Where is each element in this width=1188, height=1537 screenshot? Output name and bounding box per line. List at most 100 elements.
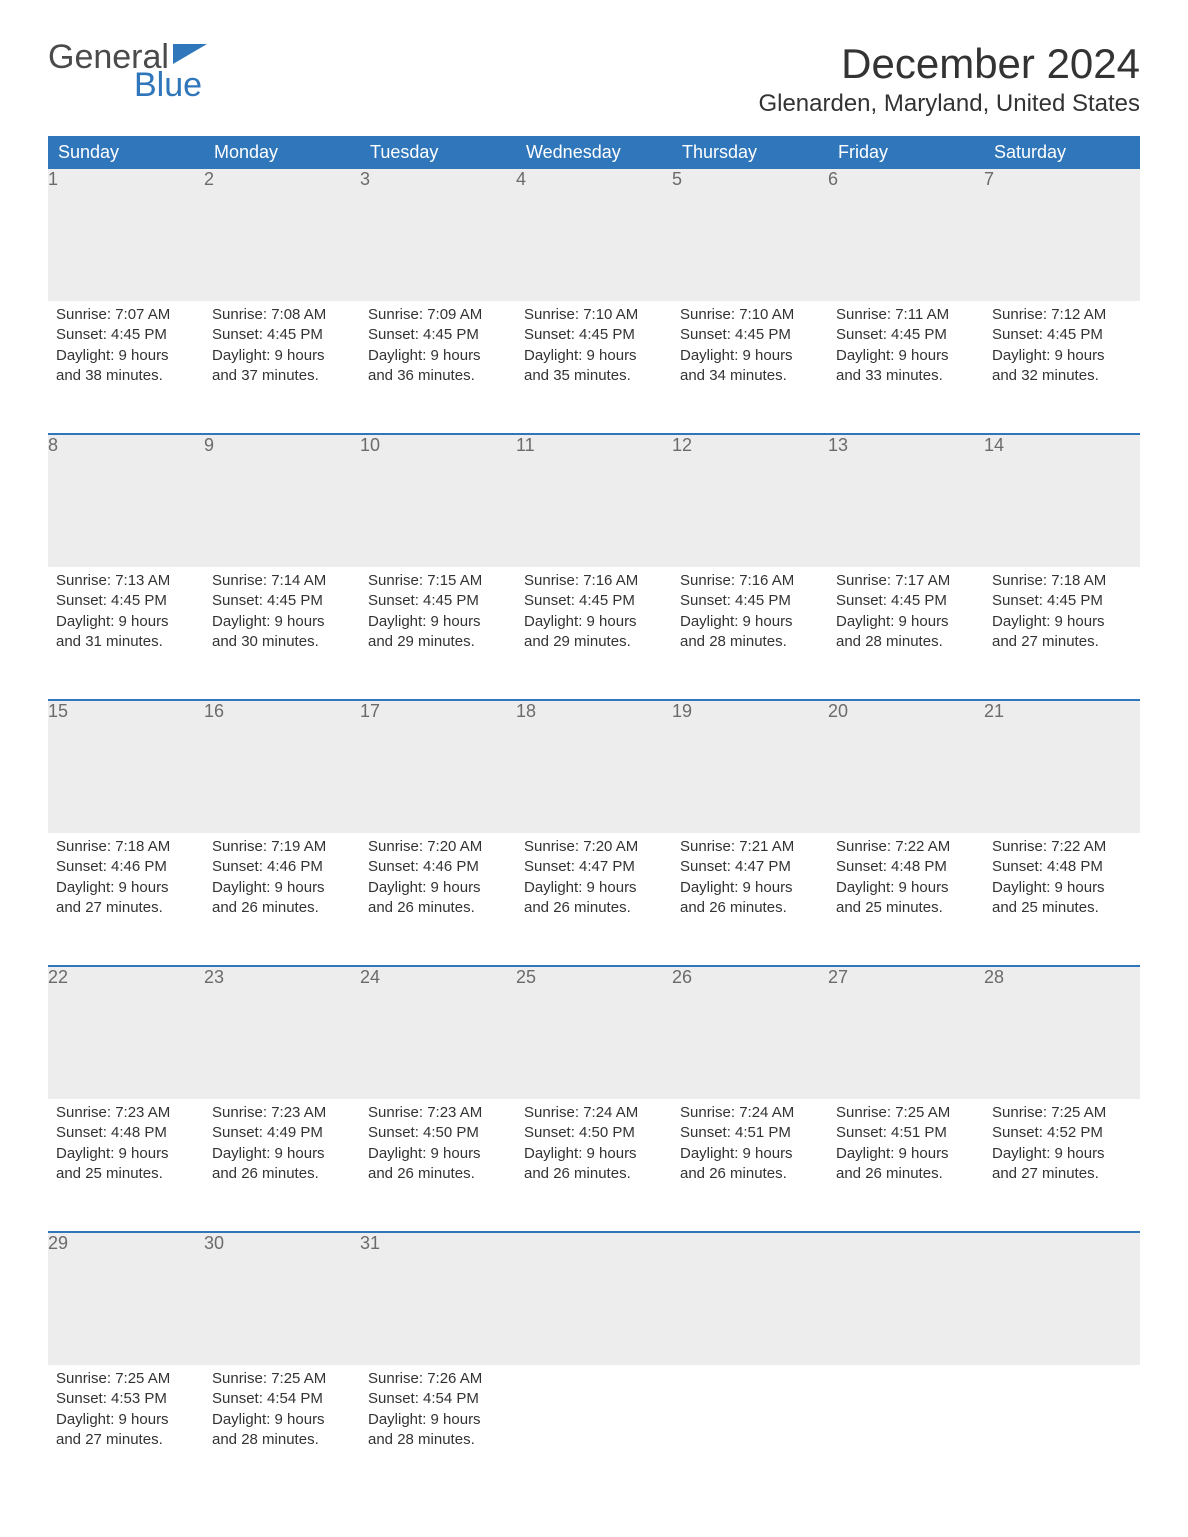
- day-cell: Sunrise: 7:25 AMSunset: 4:51 PMDaylight:…: [828, 1099, 984, 1232]
- daylight-line1: Daylight: 9 hours: [992, 878, 1132, 898]
- day-detail: Sunrise: 7:18 AMSunset: 4:46 PMDaylight:…: [48, 833, 204, 930]
- day-cell: Sunrise: 7:09 AMSunset: 4:45 PMDaylight:…: [360, 301, 516, 434]
- day-detail: Sunrise: 7:24 AMSunset: 4:51 PMDaylight:…: [672, 1099, 828, 1196]
- day-cell: Sunrise: 7:14 AMSunset: 4:45 PMDaylight:…: [204, 567, 360, 700]
- day-detail: Sunrise: 7:16 AMSunset: 4:45 PMDaylight:…: [672, 567, 828, 664]
- day-number: 19: [672, 701, 828, 833]
- sunrise-text: Sunrise: 7:25 AM: [836, 1103, 976, 1123]
- sunset-text: Sunset: 4:45 PM: [680, 325, 820, 345]
- week-row: Sunrise: 7:25 AMSunset: 4:53 PMDaylight:…: [48, 1365, 1140, 1497]
- day-cell: Sunrise: 7:10 AMSunset: 4:45 PMDaylight:…: [672, 301, 828, 434]
- day-cell: Sunrise: 7:23 AMSunset: 4:50 PMDaylight:…: [360, 1099, 516, 1232]
- day-number: 5: [672, 169, 828, 301]
- day-number: 10: [360, 435, 516, 567]
- sunset-text: Sunset: 4:46 PM: [212, 857, 352, 877]
- daylight-line1: Daylight: 9 hours: [56, 1144, 196, 1164]
- week-row: Sunrise: 7:07 AMSunset: 4:45 PMDaylight:…: [48, 301, 1140, 434]
- daylight-line2: and 26 minutes.: [368, 1164, 508, 1184]
- logo-word2: Blue: [134, 68, 207, 102]
- day-detail: Sunrise: 7:25 AMSunset: 4:52 PMDaylight:…: [984, 1099, 1140, 1196]
- sunset-text: Sunset: 4:47 PM: [680, 857, 820, 877]
- day-cell: Sunrise: 7:10 AMSunset: 4:45 PMDaylight:…: [516, 301, 672, 434]
- day-cell: Sunrise: 7:25 AMSunset: 4:54 PMDaylight:…: [204, 1365, 360, 1497]
- daylight-line1: Daylight: 9 hours: [992, 1144, 1132, 1164]
- day-cell: Sunrise: 7:19 AMSunset: 4:46 PMDaylight:…: [204, 833, 360, 966]
- daylight-line2: and 33 minutes.: [836, 366, 976, 386]
- daylight-line1: Daylight: 9 hours: [524, 612, 664, 632]
- daylight-line1: Daylight: 9 hours: [56, 346, 196, 366]
- daylight-line1: Daylight: 9 hours: [680, 346, 820, 366]
- daylight-line1: Daylight: 9 hours: [680, 1144, 820, 1164]
- daylight-line1: Daylight: 9 hours: [212, 1410, 352, 1430]
- daylight-line2: and 26 minutes.: [212, 1164, 352, 1184]
- day-number: 20: [828, 701, 984, 833]
- sunrise-text: Sunrise: 7:20 AM: [524, 837, 664, 857]
- sunset-text: Sunset: 4:45 PM: [56, 325, 196, 345]
- daylight-line2: and 35 minutes.: [524, 366, 664, 386]
- day-cell: Sunrise: 7:17 AMSunset: 4:45 PMDaylight:…: [828, 567, 984, 700]
- page-header: General Blue December 2024 Glenarden, Ma…: [48, 40, 1140, 118]
- daylight-line1: Daylight: 9 hours: [56, 612, 196, 632]
- sunset-text: Sunset: 4:52 PM: [992, 1123, 1132, 1143]
- daylight-line2: and 28 minutes.: [680, 632, 820, 652]
- day-cell: Sunrise: 7:12 AMSunset: 4:45 PMDaylight:…: [984, 301, 1140, 434]
- sunset-text: Sunset: 4:45 PM: [524, 325, 664, 345]
- day-cell: Sunrise: 7:25 AMSunset: 4:52 PMDaylight:…: [984, 1099, 1140, 1232]
- day-number: 14: [984, 435, 1140, 567]
- daylight-line1: Daylight: 9 hours: [368, 1410, 508, 1430]
- day-cell: Sunrise: 7:16 AMSunset: 4:45 PMDaylight:…: [516, 567, 672, 700]
- day-detail: Sunrise: 7:20 AMSunset: 4:47 PMDaylight:…: [516, 833, 672, 930]
- daylight-line1: Daylight: 9 hours: [56, 1410, 196, 1430]
- sunrise-text: Sunrise: 7:19 AM: [212, 837, 352, 857]
- day-cell: Sunrise: 7:20 AMSunset: 4:47 PMDaylight:…: [516, 833, 672, 966]
- daylight-line1: Daylight: 9 hours: [368, 878, 508, 898]
- calendar-header-row: Sunday Monday Tuesday Wednesday Thursday…: [48, 136, 1140, 169]
- day-number: [516, 1233, 672, 1365]
- sunset-text: Sunset: 4:45 PM: [212, 325, 352, 345]
- sunrise-text: Sunrise: 7:14 AM: [212, 571, 352, 591]
- daylight-line2: and 29 minutes.: [524, 632, 664, 652]
- day-detail: Sunrise: 7:11 AMSunset: 4:45 PMDaylight:…: [828, 301, 984, 398]
- sunrise-text: Sunrise: 7:18 AM: [992, 571, 1132, 591]
- sunrise-text: Sunrise: 7:07 AM: [56, 305, 196, 325]
- sunset-text: Sunset: 4:45 PM: [836, 591, 976, 611]
- day-cell: [516, 1365, 672, 1497]
- day-number: 16: [204, 701, 360, 833]
- sunrise-text: Sunrise: 7:22 AM: [836, 837, 976, 857]
- day-number: 11: [516, 435, 672, 567]
- calendar-table: Sunday Monday Tuesday Wednesday Thursday…: [48, 136, 1140, 1497]
- day-number-row: 15161718192021: [48, 701, 1140, 833]
- daylight-line1: Daylight: 9 hours: [212, 1144, 352, 1164]
- sunset-text: Sunset: 4:49 PM: [212, 1123, 352, 1143]
- day-cell: [828, 1365, 984, 1497]
- day-cell: [672, 1365, 828, 1497]
- day-detail: Sunrise: 7:25 AMSunset: 4:53 PMDaylight:…: [48, 1365, 204, 1462]
- day-number: 4: [516, 169, 672, 301]
- sunset-text: Sunset: 4:45 PM: [368, 591, 508, 611]
- day-detail: Sunrise: 7:25 AMSunset: 4:51 PMDaylight:…: [828, 1099, 984, 1196]
- day-detail: Sunrise: 7:23 AMSunset: 4:49 PMDaylight:…: [204, 1099, 360, 1196]
- day-detail: Sunrise: 7:18 AMSunset: 4:45 PMDaylight:…: [984, 567, 1140, 664]
- day-cell: [984, 1365, 1140, 1497]
- daylight-line1: Daylight: 9 hours: [368, 1144, 508, 1164]
- day-number: 1: [48, 169, 204, 301]
- daylight-line2: and 32 minutes.: [992, 366, 1132, 386]
- day-header: Sunday: [48, 136, 204, 169]
- day-cell: Sunrise: 7:23 AMSunset: 4:48 PMDaylight:…: [48, 1099, 204, 1232]
- daylight-line2: and 36 minutes.: [368, 366, 508, 386]
- sunrise-text: Sunrise: 7:16 AM: [680, 571, 820, 591]
- sunrise-text: Sunrise: 7:13 AM: [56, 571, 196, 591]
- day-number: 22: [48, 967, 204, 1099]
- day-detail: Sunrise: 7:19 AMSunset: 4:46 PMDaylight:…: [204, 833, 360, 930]
- sunrise-text: Sunrise: 7:25 AM: [56, 1369, 196, 1389]
- logo: General Blue: [48, 40, 207, 102]
- daylight-line1: Daylight: 9 hours: [524, 346, 664, 366]
- day-number: 6: [828, 169, 984, 301]
- day-header: Wednesday: [516, 136, 672, 169]
- day-number: 8: [48, 435, 204, 567]
- day-number: [984, 1233, 1140, 1365]
- daylight-line2: and 25 minutes.: [56, 1164, 196, 1184]
- sunset-text: Sunset: 4:45 PM: [836, 325, 976, 345]
- day-number: 29: [48, 1233, 204, 1365]
- day-number-row: 891011121314: [48, 435, 1140, 567]
